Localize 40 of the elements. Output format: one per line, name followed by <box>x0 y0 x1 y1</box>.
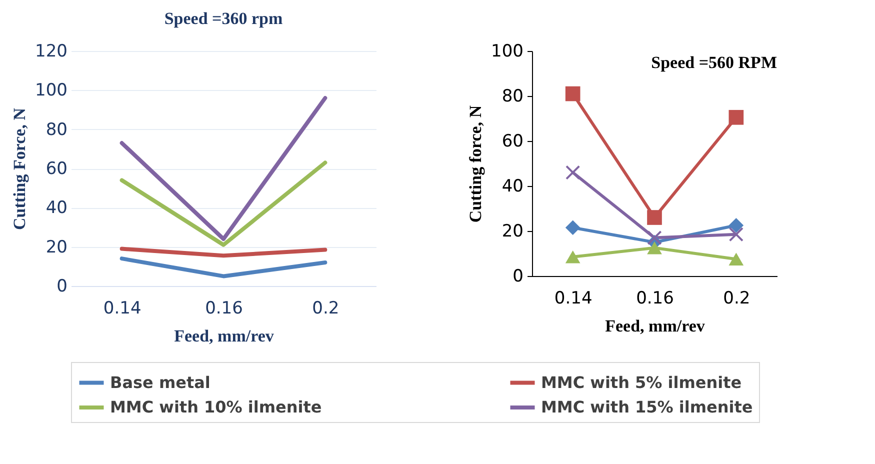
y-tick-label: 80 <box>46 120 68 140</box>
y-tick-label: 0 <box>512 266 524 286</box>
point <box>728 252 744 266</box>
point <box>565 220 580 236</box>
x-tick-label: 0.14 <box>103 298 142 318</box>
y-tick-label: 60 <box>46 159 68 179</box>
point <box>565 86 580 102</box>
point <box>566 165 580 180</box>
x-tick-label: 0.2 <box>312 298 340 318</box>
point <box>647 210 662 225</box>
y-tick-label: 60 <box>502 132 524 152</box>
y-tick-label: 40 <box>46 198 68 218</box>
y-tick-label: 40 <box>502 176 524 196</box>
point <box>647 241 662 254</box>
chart-title: Speed =360 rpm <box>164 9 283 28</box>
point <box>647 230 662 246</box>
y-tick-label: 20 <box>46 237 68 258</box>
x-tick-label: 0.16 <box>636 288 674 308</box>
legend-label: MMC with 5% ilmenite <box>541 372 742 392</box>
point <box>728 110 744 125</box>
x-axis-title: Feed, mm/rev <box>174 326 274 346</box>
y-axis-title: Cutting force, N <box>466 104 486 223</box>
x-tick-label: 0.14 <box>554 288 592 308</box>
y-axis-title: Cutting Force, N <box>10 107 30 230</box>
y-tick-label: 0 <box>56 276 68 296</box>
y-tick-label: 100 <box>35 80 68 101</box>
y-tick-label: 80 <box>502 86 524 106</box>
legend-label: Base metal <box>110 372 210 392</box>
x-tick-label: 0.2 <box>723 288 750 308</box>
point <box>565 250 580 264</box>
y-tick-label: 20 <box>502 222 524 242</box>
y-tick-label: 100 <box>491 42 524 62</box>
x-axis-title: Feed, mm/rev <box>605 316 706 336</box>
legend-label: MMC with 15% ilmenite <box>541 398 753 416</box>
chart-title: Speed =560 RPM <box>651 53 777 72</box>
point <box>728 227 744 242</box>
y-tick-label: 120 <box>35 42 68 62</box>
legend-label: MMC with 10% ilmenite <box>110 398 322 416</box>
x-tick-label: 0.16 <box>205 298 243 318</box>
point <box>728 218 744 233</box>
